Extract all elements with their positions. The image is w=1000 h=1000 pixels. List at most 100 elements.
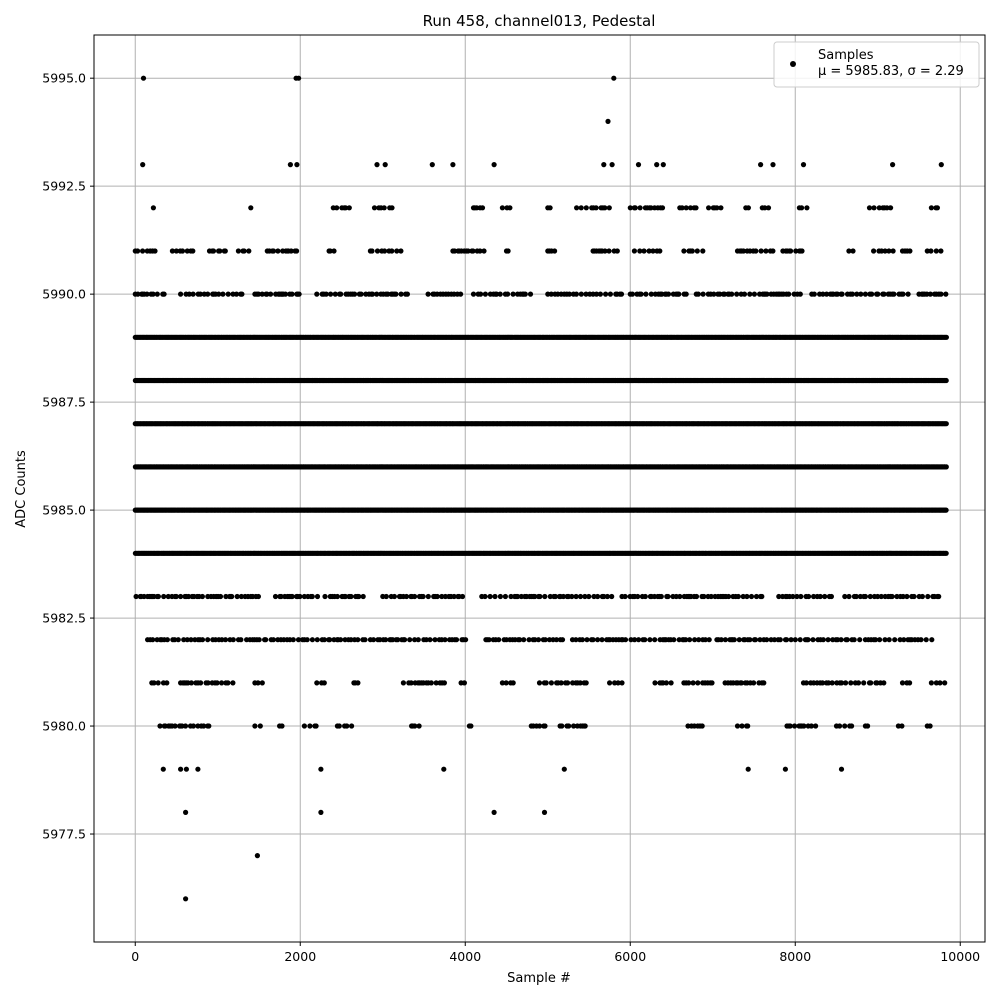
data-point xyxy=(407,637,413,643)
data-point xyxy=(427,637,433,643)
data-point xyxy=(748,593,755,600)
data-point xyxy=(225,291,231,297)
data-point xyxy=(322,593,328,600)
data-point xyxy=(348,593,354,600)
data-point xyxy=(905,291,911,297)
data-point xyxy=(695,291,701,297)
data-point xyxy=(505,248,511,254)
data-point xyxy=(263,637,269,643)
data-point xyxy=(676,291,682,297)
data-point xyxy=(839,291,845,297)
data-point xyxy=(811,291,817,297)
data-point xyxy=(658,593,664,600)
data-point xyxy=(309,637,315,643)
data-point xyxy=(275,248,281,254)
points-layer xyxy=(132,75,950,902)
data-point xyxy=(154,291,160,297)
data-point xyxy=(496,637,502,643)
data-point xyxy=(693,593,700,600)
data-point xyxy=(398,248,404,254)
data-point xyxy=(235,248,241,254)
data-point xyxy=(164,637,170,643)
data-point xyxy=(797,637,803,643)
data-point xyxy=(734,291,740,297)
data-point xyxy=(759,593,765,600)
data-point xyxy=(706,637,712,643)
data-point xyxy=(573,291,580,297)
data-point xyxy=(393,291,399,297)
data-point xyxy=(838,637,844,643)
data-point xyxy=(205,291,211,297)
data-point xyxy=(614,248,620,254)
data-point xyxy=(857,637,863,643)
data-point xyxy=(609,593,615,600)
data-point xyxy=(652,637,658,643)
data-point xyxy=(140,248,146,254)
data-point xyxy=(210,248,217,254)
data-point xyxy=(919,593,926,600)
data-point xyxy=(135,248,141,254)
data-point xyxy=(328,291,334,297)
data-point xyxy=(869,291,875,297)
data-point xyxy=(161,593,167,600)
data-point xyxy=(425,593,431,600)
data-point xyxy=(522,291,528,297)
data-point xyxy=(784,637,790,643)
data-point xyxy=(647,637,653,643)
data-point xyxy=(552,248,558,254)
data-point xyxy=(222,637,229,643)
data-point xyxy=(642,593,648,600)
data-point xyxy=(943,550,949,556)
data-point xyxy=(199,593,205,600)
data-point xyxy=(179,248,186,254)
data-point xyxy=(535,637,542,643)
data-point xyxy=(497,291,503,297)
data-point xyxy=(805,637,811,643)
data-point xyxy=(747,291,753,297)
data-point xyxy=(290,637,296,643)
data-point xyxy=(205,637,211,643)
data-point xyxy=(631,248,638,254)
data-point xyxy=(900,291,906,297)
data-point xyxy=(256,637,262,643)
data-point xyxy=(297,593,303,600)
data-point xyxy=(875,291,881,297)
data-point xyxy=(294,248,300,254)
data-point xyxy=(362,637,368,643)
data-point xyxy=(470,291,477,297)
data-point xyxy=(217,248,223,254)
data-point xyxy=(618,291,625,297)
data-point xyxy=(828,593,835,600)
data-point xyxy=(851,637,857,643)
data-point xyxy=(599,637,605,643)
data-point xyxy=(241,248,247,254)
data-point xyxy=(175,637,181,643)
data-point xyxy=(152,248,158,254)
data-point xyxy=(537,593,543,600)
data-point xyxy=(220,291,226,297)
data-point xyxy=(383,593,389,600)
data-point xyxy=(296,291,302,297)
data-point xyxy=(229,593,235,600)
data-point xyxy=(420,593,426,600)
data-point xyxy=(358,291,364,297)
data-point xyxy=(752,637,759,643)
data-point xyxy=(635,593,641,600)
data-point xyxy=(442,637,448,643)
data-point xyxy=(798,593,804,600)
data-point xyxy=(892,637,898,643)
data-point xyxy=(889,593,895,600)
data-point xyxy=(199,637,206,643)
data-point xyxy=(497,593,503,600)
data-point xyxy=(665,593,671,600)
data-point xyxy=(744,593,750,600)
data-point xyxy=(923,637,929,643)
data-point xyxy=(603,291,609,297)
data-point xyxy=(331,248,337,254)
data-point xyxy=(677,593,683,600)
data-point xyxy=(671,637,677,643)
data-point xyxy=(398,291,404,297)
data-point xyxy=(178,291,184,297)
data-point xyxy=(482,593,488,600)
data-point xyxy=(943,334,950,340)
